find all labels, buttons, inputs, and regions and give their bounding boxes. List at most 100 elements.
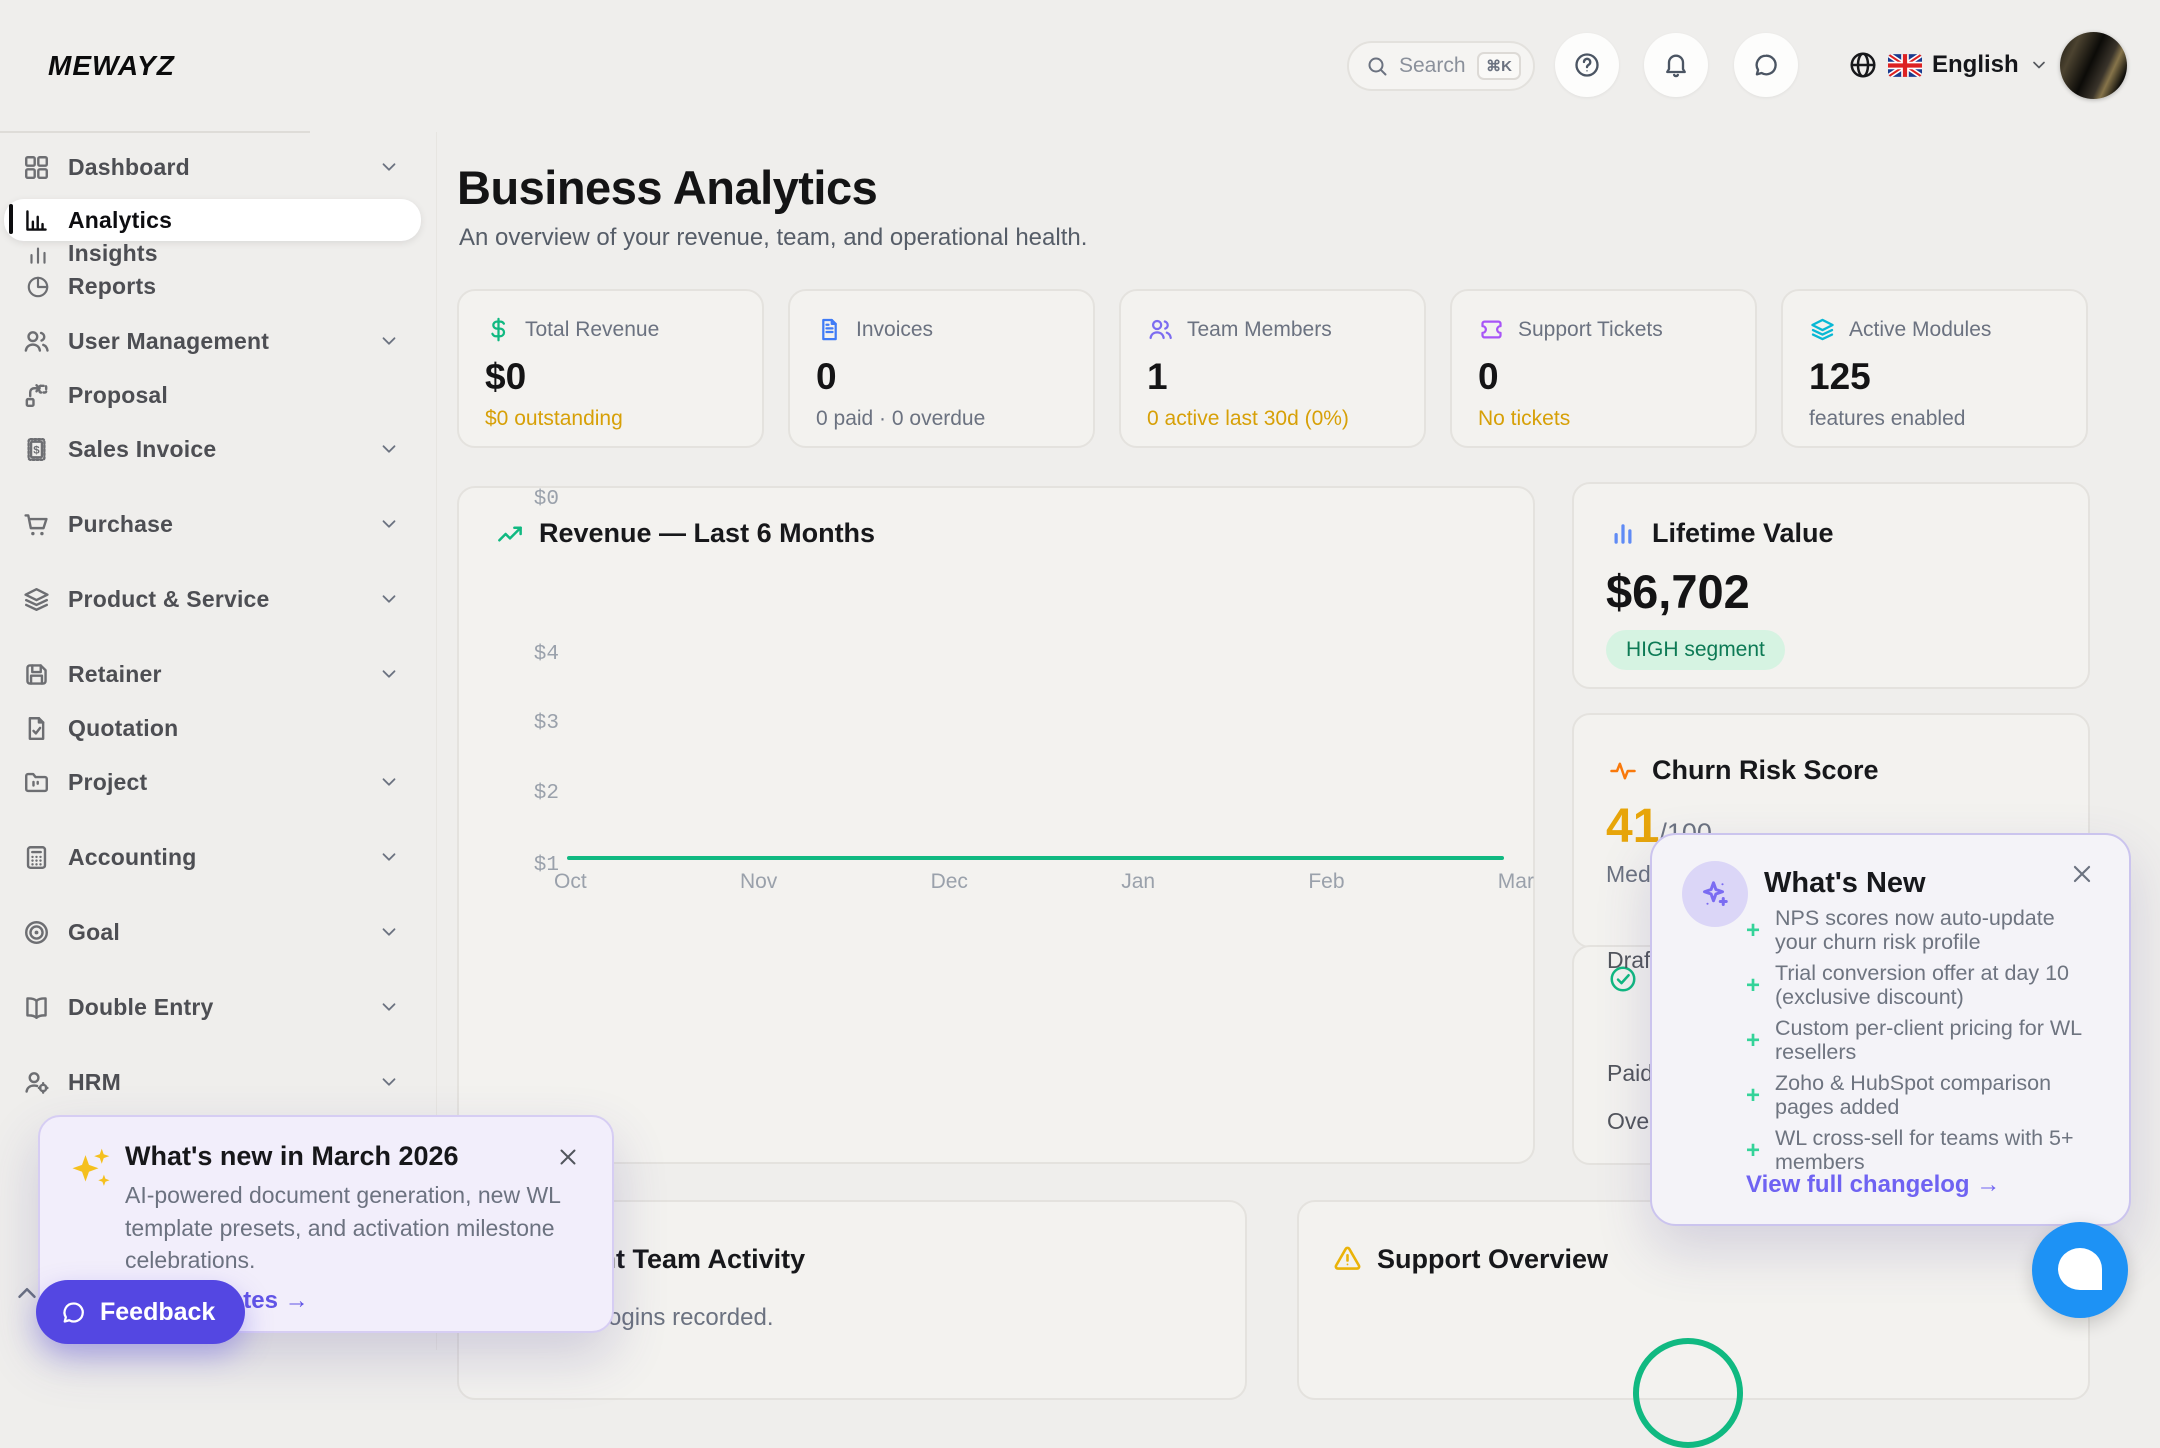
support-overview-title: Support Overview xyxy=(1377,1244,1609,1274)
search-placeholder: Search xyxy=(1399,54,1466,77)
sidebar-item-label: Analytics xyxy=(68,206,173,233)
status-ring-chart xyxy=(1633,1338,1743,1448)
chevron-down-icon xyxy=(2029,55,2049,75)
x-axis-tick: Jan xyxy=(1121,870,1156,893)
sidebar-item-label: Goal xyxy=(68,918,120,945)
sidebar-item[interactable]: Analytics xyxy=(0,199,436,241)
chat-icon xyxy=(1752,51,1780,79)
stat-subtext: $0 outstanding xyxy=(485,407,623,430)
close-icon[interactable] xyxy=(2069,861,2095,887)
stat-icon xyxy=(816,316,843,343)
feedback-button[interactable]: Feedback xyxy=(36,1280,246,1344)
chevron-down-icon xyxy=(378,438,400,460)
chevron-down-icon xyxy=(378,513,400,535)
march-popup-body: AI-powered document generation, new WL t… xyxy=(125,1182,561,1273)
sidebar-item-label: Accounting xyxy=(68,843,197,870)
chevron-down-icon xyxy=(378,921,400,943)
close-icon[interactable] xyxy=(556,1145,580,1169)
sidebar-item-icon xyxy=(25,274,51,300)
stat-cards-row: Total Revenue $0 $0 outstanding Invoices… xyxy=(457,289,2088,448)
feedback-button-label: Feedback xyxy=(100,1297,216,1326)
sidebar-item-label: Project xyxy=(68,768,148,795)
whats-new-item-text: NPS scores now auto-update your churn ri… xyxy=(1775,906,2055,954)
chevron-down-icon xyxy=(378,846,400,868)
y-axis-tick: $3 xyxy=(533,712,559,735)
sidebar-item-icon xyxy=(22,1068,51,1097)
sidebar-item-icon xyxy=(22,585,51,614)
sidebar-item[interactable]: Dashboard xyxy=(0,140,436,194)
stat-icon xyxy=(1147,316,1174,343)
x-axis-tick: Nov xyxy=(739,870,778,893)
sidebar-item-icon xyxy=(25,241,51,267)
sidebar-item[interactable]: Retainer xyxy=(0,647,436,701)
whats-new-item-text: Custom per-client pricing for WL reselle… xyxy=(1775,1016,2082,1064)
sidebar-item[interactable]: Project xyxy=(0,755,436,809)
sidebar-item-label: Sales Invoice xyxy=(68,435,217,462)
sparkle-badge xyxy=(1682,861,1748,927)
sidebar: Dashboard Analytics Insights xyxy=(0,132,437,1350)
whats-new-title: What's New xyxy=(1764,867,1926,899)
sidebar-item-label: Reports xyxy=(68,273,157,299)
chevron-down-icon xyxy=(378,1071,400,1093)
sidebar-item[interactable]: HRM xyxy=(0,1055,436,1109)
sidebar-item[interactable]: Reports xyxy=(0,270,436,303)
sidebar-item[interactable]: Sales Invoice xyxy=(0,422,436,476)
language-label: English xyxy=(1932,51,2019,78)
sidebar-item[interactable]: Double Entry xyxy=(0,980,436,1034)
sidebar-item[interactable]: Goal xyxy=(0,905,436,959)
user-avatar[interactable] xyxy=(2060,32,2127,99)
search-input[interactable]: Search ⌘K xyxy=(1347,41,1535,91)
sidebar-item[interactable]: Proposal xyxy=(0,368,436,422)
sidebar-item-icon xyxy=(22,327,51,356)
whats-new-item-text: Trial conversion offer at day 10 (exclus… xyxy=(1775,961,2070,1009)
notifications-button[interactable] xyxy=(1644,33,1708,97)
plus-icon: + xyxy=(1746,1081,1761,1109)
sidebar-item-label: User Management xyxy=(68,327,270,354)
stat-label: Team Members xyxy=(1187,317,1332,341)
stat-label: Support Tickets xyxy=(1518,317,1663,341)
sidebar-item[interactable]: Quotation xyxy=(0,701,436,755)
revenue-chart-card: Revenue — Last 6 Months $4 $3 $2 $1 $0 Oct No… xyxy=(457,486,1535,1164)
whats-new-item: + WL cross-sell for teams with 5+ member… xyxy=(1746,1126,2092,1174)
page-subtitle: An overview of your revenue, team, and o… xyxy=(459,224,1088,251)
stat-icon xyxy=(1809,316,1836,343)
stat-value: 1 xyxy=(1147,356,1168,397)
chevron-down-icon xyxy=(378,996,400,1018)
help-button[interactable] xyxy=(1555,33,1619,97)
sidebar-item[interactable]: Insights xyxy=(0,237,436,270)
chevron-down-icon xyxy=(378,330,400,352)
chevron-down-icon xyxy=(378,771,400,793)
sidebar-item[interactable]: Purchase xyxy=(0,497,436,551)
view-changelog-link[interactable]: View full changelog → xyxy=(1746,1171,2001,1198)
stat-subtext: 0 active last 30d (0%) xyxy=(1147,407,1349,430)
chevron-down-icon xyxy=(378,663,400,685)
y-axis-tick: $0 xyxy=(533,488,559,511)
sidebar-item[interactable]: Product & Service xyxy=(0,572,436,626)
sparkle-icon xyxy=(1697,876,1733,912)
sidebar-item-label: Double Entry xyxy=(68,993,214,1020)
lifetime-value-amount: $6,702 xyxy=(1606,565,1750,618)
warning-triangle-icon xyxy=(1332,1243,1363,1274)
language-selector[interactable]: English xyxy=(1848,50,2049,80)
uk-flag-icon xyxy=(1888,53,1922,77)
stat-subtext: features enabled xyxy=(1809,407,1966,430)
march-popup-title: What's new in March 2026 xyxy=(125,1141,459,1171)
activity-pulse-icon xyxy=(1608,756,1638,786)
x-axis-tick: Dec xyxy=(930,870,968,893)
whats-new-item: + Custom per-client pricing for WL resel… xyxy=(1746,1016,2092,1064)
sidebar-item[interactable]: User Management xyxy=(0,314,436,368)
stat-value: 125 xyxy=(1809,356,1871,397)
march-announcement-popup: What's new in March 2026 AI-powered docu… xyxy=(38,1115,614,1333)
chart-title: Revenue — Last 6 Months xyxy=(539,518,876,548)
whats-new-popup: What's New + NPS scores now auto-update … xyxy=(1650,833,2131,1226)
whats-new-item-text: Zoho & HubSpot comparison pages added xyxy=(1775,1071,2052,1119)
chat-launcher-button[interactable] xyxy=(2032,1222,2128,1318)
stat-card: Total Revenue $0 $0 outstanding xyxy=(457,289,764,448)
stat-card: Support Tickets 0 No tickets xyxy=(1450,289,1757,448)
sidebar-item[interactable]: Accounting xyxy=(0,830,436,884)
invoice-status-row: Draft xyxy=(1607,947,1657,973)
plus-icon: + xyxy=(1746,1136,1761,1164)
help-icon xyxy=(1573,51,1601,79)
sidebar-item-icon xyxy=(22,153,51,182)
messages-button[interactable] xyxy=(1734,33,1798,97)
